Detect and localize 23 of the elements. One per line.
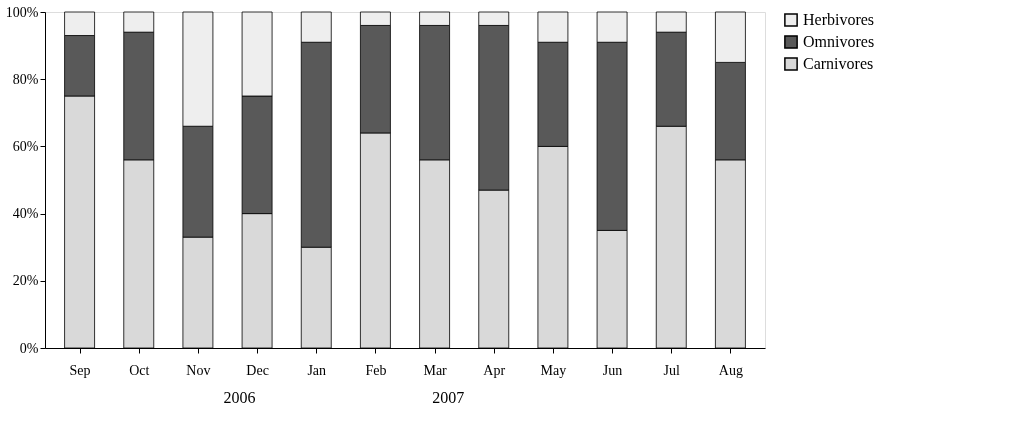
x-tick-label: Nov	[186, 362, 211, 378]
x-tick-label: Jun	[602, 362, 623, 378]
y-tick-label: 40%	[12, 206, 39, 222]
text: 2006	[223, 389, 256, 406]
text: 2007	[432, 389, 465, 406]
x-tick-label: Mar	[423, 362, 448, 378]
x-tick-label: Feb	[365, 362, 387, 378]
x-tick-label: Dec	[246, 362, 269, 378]
x-tick-label: Sep	[69, 362, 91, 378]
x-tick-label: May	[540, 362, 567, 378]
y-tick-label: 20%	[12, 273, 39, 289]
x-tick-label: Jan	[307, 362, 327, 378]
legend-label: Omnivores	[803, 33, 875, 50]
x-tick-label: Apr	[483, 362, 506, 378]
x-tick-label: Oct	[129, 362, 150, 378]
x-tick-label: Jul	[663, 362, 681, 378]
y-tick-label: 100%	[5, 4, 39, 20]
legend-label: Herbivores	[803, 11, 875, 28]
x-tick-label: Aug	[718, 362, 743, 378]
legend-label: Carnivores	[803, 55, 874, 72]
y-tick-label: 0%	[19, 340, 39, 356]
y-tick-label: 80%	[12, 71, 39, 87]
y-tick-label: 60%	[12, 138, 39, 154]
